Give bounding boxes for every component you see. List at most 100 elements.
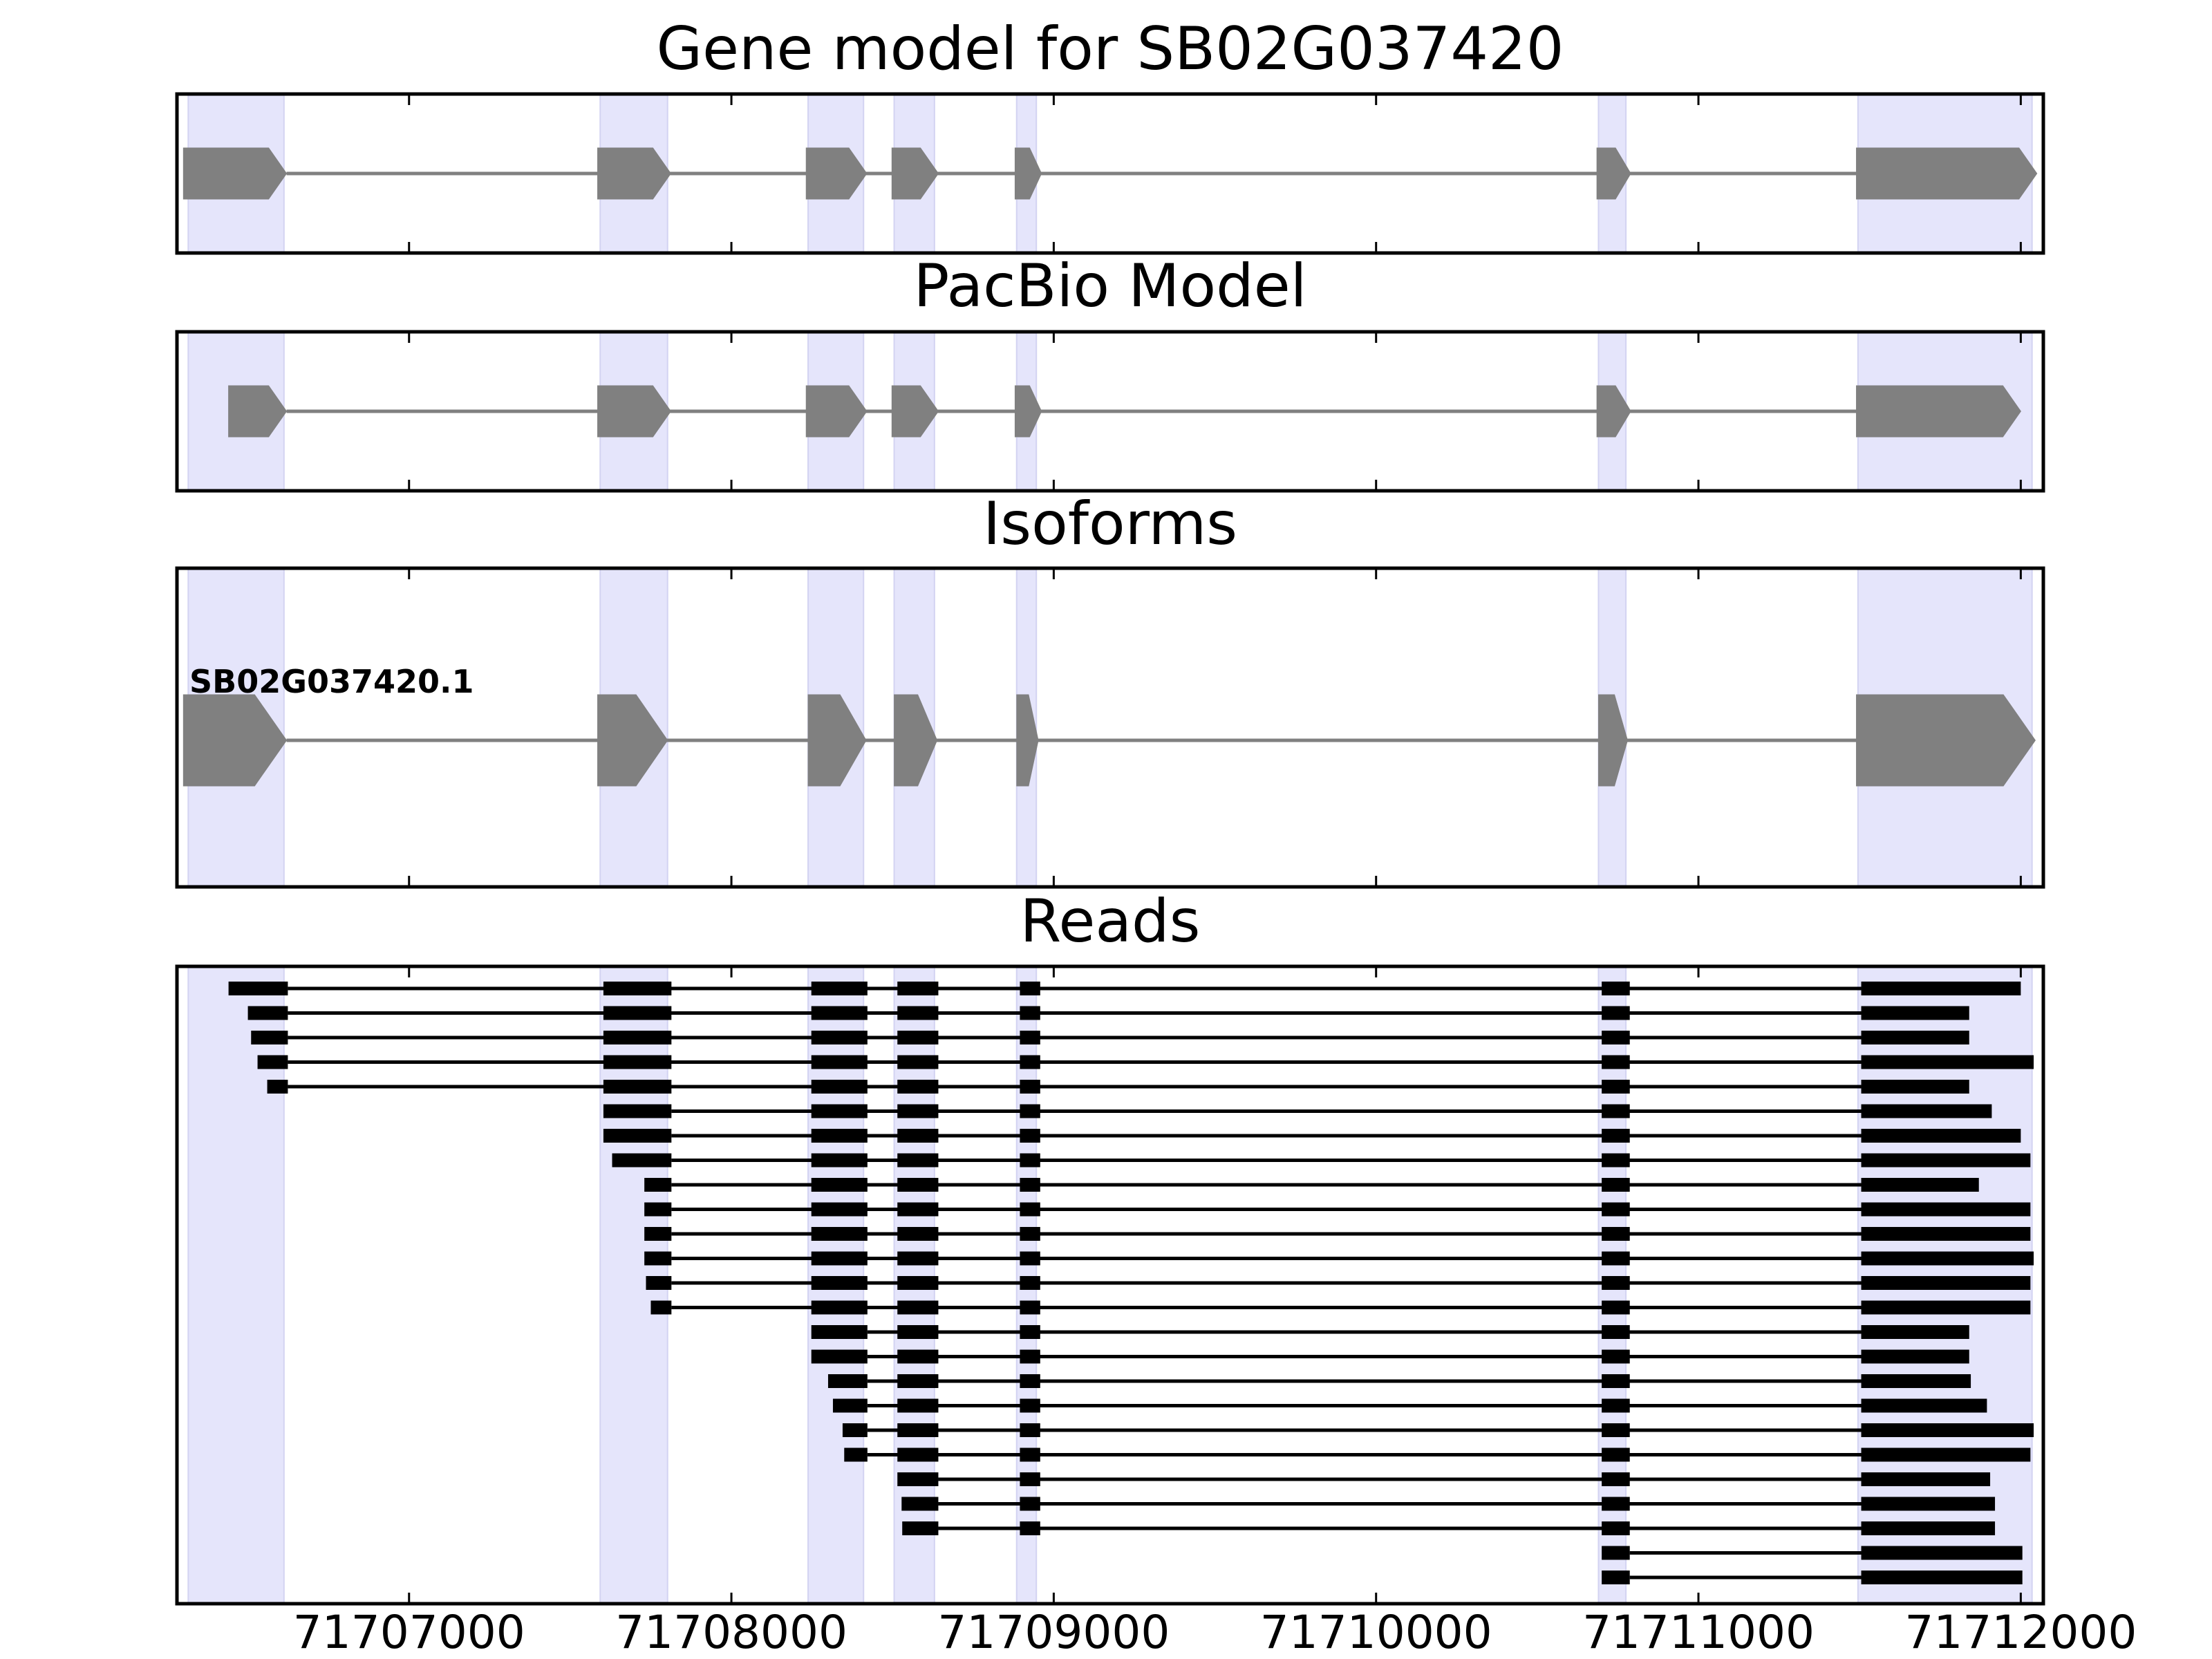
read-block bbox=[1602, 1447, 1630, 1462]
read bbox=[832, 1398, 1987, 1413]
read-block bbox=[1602, 1546, 1630, 1560]
read-block bbox=[1602, 1227, 1630, 1241]
read-block bbox=[1020, 1349, 1040, 1364]
isoforms-panel: Isoforms SB02G037420.1 bbox=[175, 489, 2045, 889]
read bbox=[603, 1129, 2021, 1143]
read-block bbox=[897, 1349, 939, 1364]
pacbio-model-panel: PacBio Model bbox=[175, 252, 2045, 493]
read-block bbox=[897, 1447, 939, 1462]
read-block bbox=[646, 1276, 672, 1290]
exon bbox=[597, 694, 668, 787]
read bbox=[650, 1300, 2031, 1315]
read-block bbox=[811, 1276, 868, 1290]
read-block bbox=[1020, 1080, 1040, 1094]
x-tick-label: 71709000 bbox=[937, 1606, 1170, 1659]
read-block bbox=[1020, 1447, 1040, 1462]
read bbox=[644, 1251, 2034, 1266]
exon bbox=[1856, 147, 2038, 200]
read-block bbox=[1020, 1227, 1040, 1241]
read-block bbox=[1602, 1349, 1630, 1364]
exon bbox=[1596, 147, 1631, 200]
x-tick-label: 71707000 bbox=[293, 1606, 525, 1659]
read-block bbox=[1020, 1423, 1040, 1437]
read-block bbox=[1861, 1251, 2034, 1266]
exon bbox=[805, 147, 868, 200]
read-block bbox=[603, 1080, 672, 1094]
read-block bbox=[897, 1104, 939, 1118]
read-block bbox=[897, 1398, 939, 1413]
read-block bbox=[1861, 1546, 2023, 1560]
read-block bbox=[811, 1300, 868, 1315]
read-block bbox=[897, 1031, 939, 1044]
read-block bbox=[1861, 1423, 2034, 1437]
read-block bbox=[902, 1521, 939, 1535]
read-block bbox=[247, 1006, 288, 1020]
read-block bbox=[1020, 1276, 1040, 1290]
read-block bbox=[1861, 1521, 1996, 1535]
read bbox=[247, 1006, 1969, 1020]
read-block bbox=[897, 1300, 939, 1315]
read-block bbox=[811, 1153, 868, 1168]
read-block bbox=[897, 982, 939, 995]
read-block bbox=[1861, 1349, 1969, 1364]
exon bbox=[1014, 385, 1042, 438]
read-block bbox=[1602, 1006, 1630, 1020]
read-block bbox=[257, 1055, 288, 1069]
read-block bbox=[1020, 1497, 1040, 1511]
read-block bbox=[644, 1251, 672, 1266]
read-block bbox=[1861, 1300, 2031, 1315]
read-block bbox=[1861, 1129, 2021, 1143]
read-block bbox=[1861, 1202, 2031, 1217]
read-block bbox=[1602, 1104, 1630, 1118]
read-block bbox=[1602, 1031, 1630, 1044]
read-block bbox=[1020, 1251, 1040, 1266]
read-block bbox=[1861, 1080, 1969, 1094]
read bbox=[267, 1080, 1969, 1094]
read-block bbox=[811, 1202, 868, 1217]
read-block bbox=[1861, 1104, 1992, 1118]
panel-frame bbox=[175, 92, 2045, 255]
read-block bbox=[1602, 982, 1630, 995]
exon bbox=[805, 385, 868, 438]
read-block bbox=[811, 1104, 868, 1118]
read-block bbox=[811, 1055, 868, 1069]
read-block bbox=[1020, 1178, 1040, 1192]
exon bbox=[894, 694, 938, 787]
read bbox=[644, 1227, 2031, 1241]
read-block bbox=[1861, 1447, 2031, 1462]
panel-frame bbox=[175, 964, 2045, 1606]
read-block bbox=[897, 1227, 939, 1241]
read-block bbox=[811, 1129, 868, 1143]
read-block bbox=[842, 1423, 868, 1437]
read-block bbox=[1861, 1374, 1971, 1388]
read-block bbox=[1861, 1006, 1969, 1020]
read-block bbox=[1861, 1398, 1987, 1413]
x-tick-label: 71708000 bbox=[615, 1606, 847, 1659]
read-block bbox=[644, 1202, 672, 1217]
read bbox=[811, 1349, 1969, 1364]
read-block bbox=[1602, 1178, 1630, 1192]
read-block bbox=[897, 1374, 939, 1388]
read bbox=[1602, 1571, 2023, 1584]
read-block bbox=[1020, 1398, 1040, 1413]
read-block bbox=[1861, 1178, 1979, 1192]
read-block bbox=[1602, 1276, 1630, 1290]
read-block bbox=[1602, 1202, 1630, 1217]
read-block bbox=[1861, 1276, 2031, 1290]
exon bbox=[891, 147, 939, 200]
read-block bbox=[644, 1178, 672, 1192]
read-block bbox=[603, 982, 672, 995]
read-block bbox=[827, 1374, 868, 1388]
read-block bbox=[1020, 1006, 1040, 1020]
exon bbox=[1856, 694, 2036, 787]
read-block bbox=[603, 1055, 672, 1069]
read bbox=[842, 1423, 2034, 1437]
read-block bbox=[1602, 1497, 1630, 1511]
read-block bbox=[603, 1104, 672, 1118]
read-block bbox=[1020, 1153, 1040, 1168]
read-block bbox=[1602, 1398, 1630, 1413]
read-block bbox=[251, 1031, 288, 1044]
panel-frame bbox=[175, 566, 2045, 889]
read-block bbox=[1020, 1202, 1040, 1217]
read-block bbox=[1602, 1571, 1630, 1584]
